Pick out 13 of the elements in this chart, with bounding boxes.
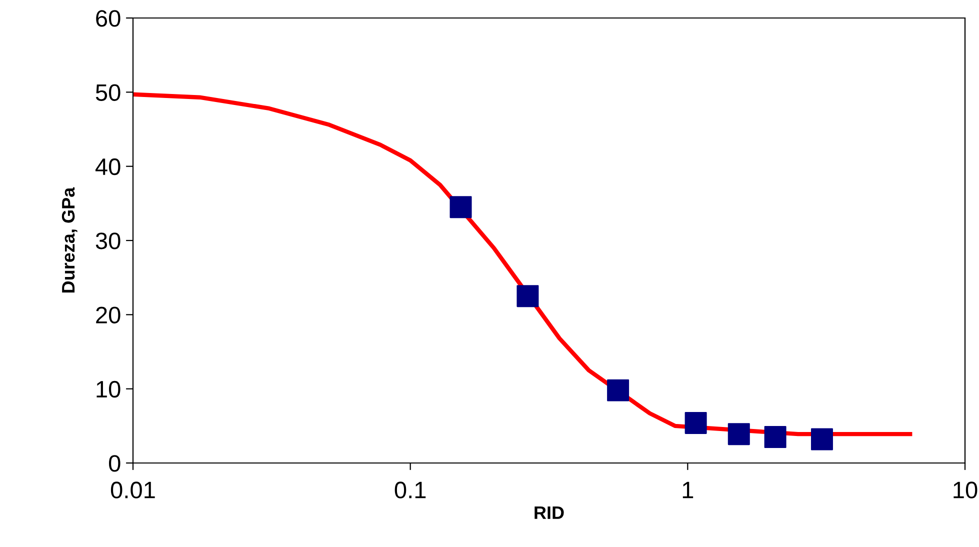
y-axis-title: Dureza, GPa	[62, 187, 78, 292]
x-tick-label: 10	[954, 482, 978, 498]
y-tick-label: 0	[108, 455, 120, 472]
y-tick-label: 20	[96, 306, 120, 324]
y-tick-label: 10	[96, 380, 120, 398]
x-tick-label: 1	[682, 482, 694, 498]
x-tick-label: 0.1	[394, 482, 426, 498]
y-tick-label: 30	[96, 232, 120, 250]
y-tick-label: 50	[96, 84, 120, 101]
y-tick-label: 60	[96, 10, 120, 27]
x-axis-title: RID	[534, 506, 564, 519]
x-tick-label: 0.01	[110, 482, 155, 498]
y-tick-label: 40	[95, 158, 120, 176]
